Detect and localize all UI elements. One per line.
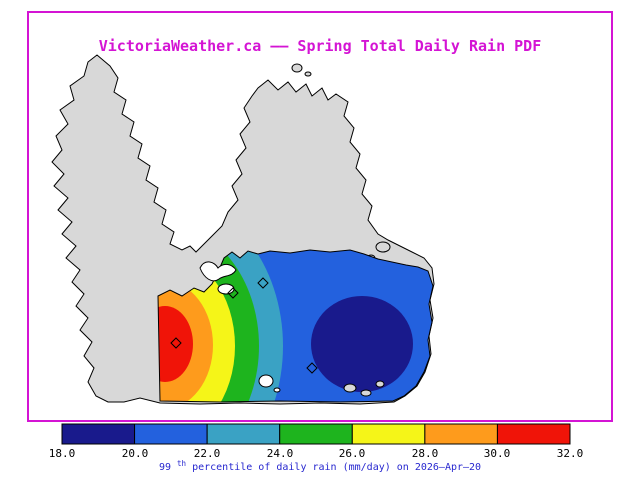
station-marker-diamond — [227, 287, 239, 299]
colorbar-segment-4 — [279, 423, 353, 445]
colorbar-segment-6 — [424, 423, 498, 445]
colorbar-tick: 24.0 — [267, 447, 294, 460]
island — [375, 241, 391, 253]
colorbar-tick: 20.0 — [122, 447, 149, 460]
colorbar-segment-2 — [134, 423, 208, 445]
island — [291, 63, 303, 73]
island — [343, 383, 357, 393]
lagoon — [258, 374, 274, 388]
colorbar-segment-7 — [496, 423, 571, 445]
colorbar-segment-3 — [206, 423, 281, 445]
colorbar-tick: 30.0 — [484, 447, 511, 460]
caption-superscript: th — [177, 459, 186, 468]
colorbar-caption: 99 th percentile of daily rain (mm/day) … — [159, 458, 481, 473]
colorbar-tick: 32.0 — [557, 447, 584, 460]
colorbar-tick: 26.0 — [339, 447, 366, 460]
colorbar-segment-5 — [351, 423, 426, 445]
station-marker-diamond — [306, 362, 318, 374]
plot-frame — [27, 11, 613, 422]
colorbar-tick: 22.0 — [194, 447, 221, 460]
island — [375, 380, 385, 388]
colorbar-tick: 28.0 — [412, 447, 439, 460]
contour-band-red — [158, 306, 193, 382]
page-title: VictoriaWeather.ca –– Spring Total Daily… — [99, 37, 542, 55]
island — [360, 389, 372, 397]
colorbar-outline — [61, 423, 571, 445]
station-marker-diamond — [257, 277, 269, 289]
contour-band-navy — [311, 296, 413, 392]
caption-rest: percentile of daily rain (mm/day) on 202… — [192, 462, 481, 473]
lagoon — [273, 387, 281, 393]
colorbar: 18.0 20.0 22.0 24.0 26.0 28.0 30.0 32.0 — [49, 423, 584, 460]
colorbar-tick: 18.0 — [49, 447, 76, 460]
island — [304, 71, 312, 77]
station-marker-diamond — [170, 337, 182, 349]
caption-prefix: 99 — [159, 462, 171, 473]
colorbar-segment-1 — [61, 423, 136, 445]
harbour-inlet — [199, 261, 237, 282]
